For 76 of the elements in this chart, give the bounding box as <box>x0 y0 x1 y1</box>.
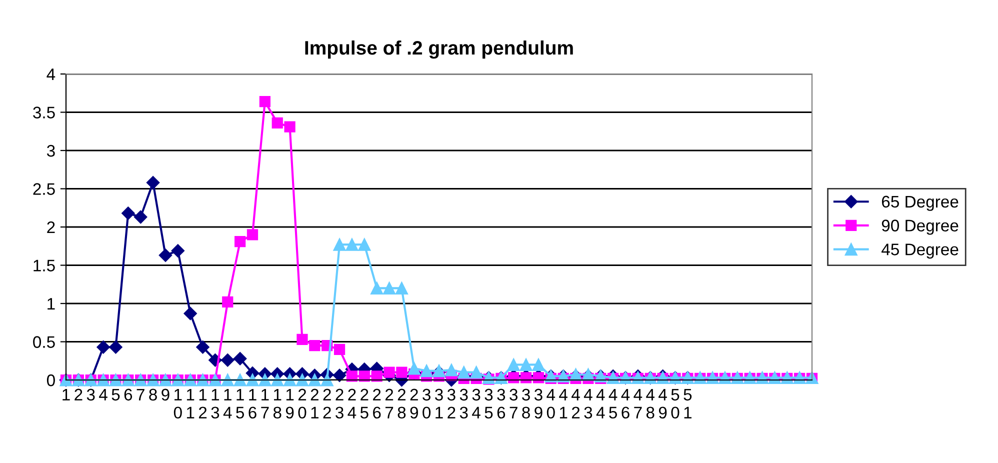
x-tick-label: 11 <box>186 388 194 418</box>
x-tick-label: 30 <box>422 388 431 419</box>
x-tick-label: 47 <box>634 388 642 418</box>
legend-label: 90 Degree <box>882 220 958 235</box>
point <box>332 368 346 382</box>
x-tick-label: 3 <box>86 388 95 401</box>
x-tick-label: 23 <box>336 388 344 419</box>
x-tick-label: 2 <box>74 388 82 400</box>
y-tick-label: 3 <box>46 144 55 157</box>
x-tick-label: 39 <box>534 388 542 419</box>
x-tick-label: 27 <box>385 388 394 418</box>
y-tick-label: 3.5 <box>33 106 55 118</box>
x-tick-label: 50 <box>671 388 680 419</box>
x-tick-label: 31 <box>435 388 443 418</box>
point <box>146 176 160 190</box>
y-tick-label: 1 <box>48 298 55 310</box>
x-tick-label: 6 <box>124 388 132 401</box>
point <box>171 244 184 258</box>
x-tick-label: 33 <box>460 388 468 419</box>
x-tick-label: 22 <box>323 388 331 418</box>
x-tick-label: 20 <box>298 388 306 419</box>
x-tick-label: 8 <box>149 388 157 401</box>
point <box>134 210 148 224</box>
y-tick-label: 0 <box>46 374 55 386</box>
x-tick-label: 29 <box>410 388 418 419</box>
point <box>122 206 135 220</box>
x-tick-label: 26 <box>373 388 381 419</box>
x-tick-label: 9 <box>162 388 170 401</box>
x-tick-label: 49 <box>658 388 667 419</box>
x-tick-label: 13 <box>211 388 220 419</box>
x-tick-label: 1 2 <box>198 388 207 418</box>
x-tick-label: 19 <box>286 388 294 419</box>
chart-title: Impulse of .2 gram pendulum <box>305 40 573 59</box>
x-tick-label: 40 <box>546 388 556 419</box>
x-tick-label: 17 <box>261 388 269 418</box>
x-tick-label: 45 <box>608 388 618 419</box>
x-tick-label: 48 <box>646 388 655 419</box>
x-tick-label: 18 <box>273 388 282 419</box>
x-tick-label: 5 <box>112 388 120 401</box>
y-tick-label: 2.5 <box>33 183 55 195</box>
y-tick-label: 4 <box>46 68 56 80</box>
point <box>233 352 247 366</box>
point <box>221 354 234 367</box>
x-tick-label: 16 <box>248 388 256 419</box>
x-tick-label: 28 <box>398 388 406 419</box>
point <box>196 340 210 354</box>
x-tick-label: 10 <box>174 388 182 419</box>
y-tick-label: 1.5 <box>34 260 55 272</box>
x-tick-label: 44 <box>596 388 605 418</box>
x-tick-label: 35 <box>484 388 493 419</box>
x-tick-label: 38 <box>522 388 530 419</box>
x-tick-label: 42 <box>572 388 580 418</box>
point <box>96 340 110 354</box>
x-tick-label: 15 <box>236 388 244 419</box>
x-tick-label: 43 <box>584 388 592 419</box>
x-tick-label: 7 <box>136 388 144 400</box>
x-tick-label: 21 <box>310 388 318 418</box>
legend-label: 45 Degree <box>882 244 958 259</box>
x-tick-label: 3 4 <box>472 388 480 418</box>
point <box>184 306 197 320</box>
y-tick-label: 2 <box>47 221 55 234</box>
x-tick-label: 24 <box>348 388 356 418</box>
x-tick-label: 51 <box>684 388 692 418</box>
y-tick-label: 0.5 <box>33 336 55 348</box>
x-tick-label: 41 <box>559 388 568 418</box>
x-tick-label: 36 <box>497 388 506 419</box>
legend-label: 65 Degree <box>882 196 958 211</box>
point <box>109 340 122 354</box>
x-tick-label: 14 <box>223 388 232 418</box>
point <box>158 248 172 262</box>
x-tick-label: 37 <box>510 388 518 418</box>
x-tick-label: 46 <box>621 388 630 419</box>
x-tick-label: 4 <box>99 388 108 400</box>
x-tick-label: 32 <box>447 388 456 418</box>
x-tick-label: 25 <box>360 388 368 419</box>
x-tick-label: 1 <box>62 388 70 400</box>
